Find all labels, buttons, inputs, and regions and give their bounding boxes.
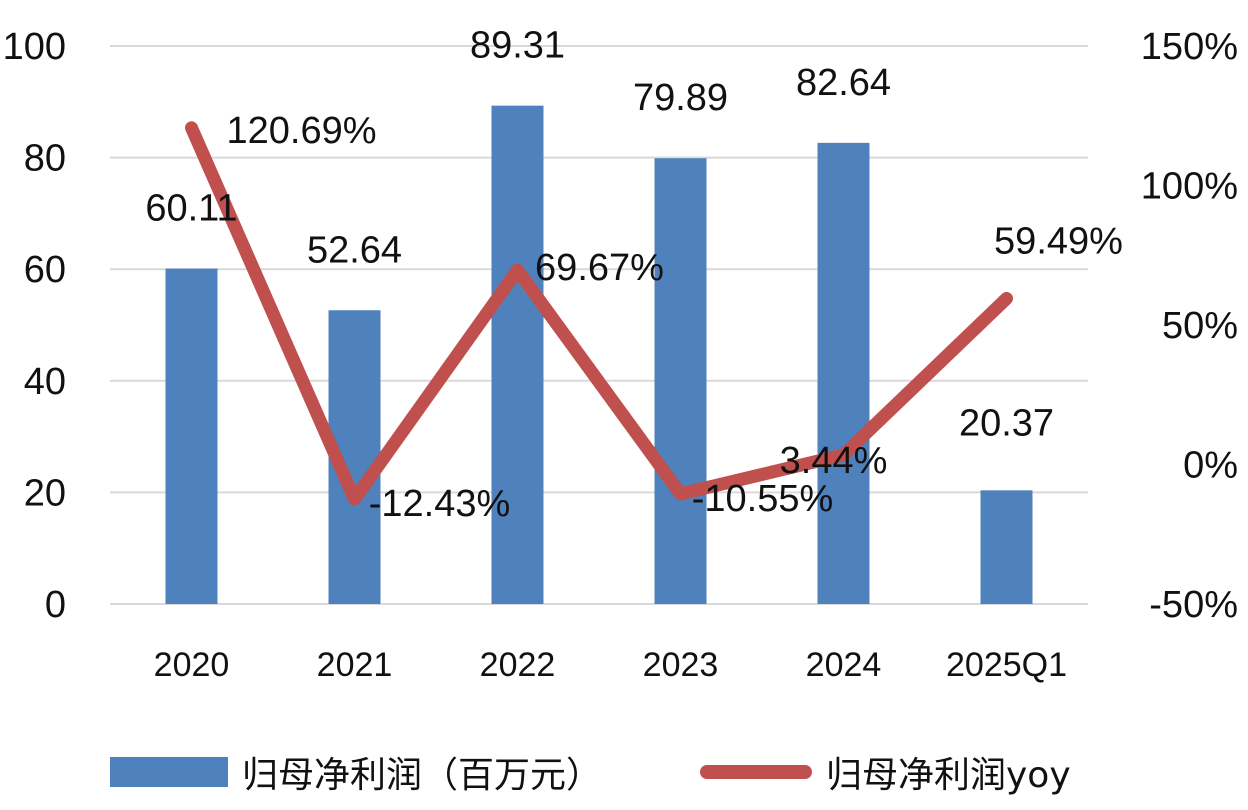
x-axis-tick-label: 2020 (154, 646, 230, 684)
line-point (353, 498, 356, 501)
bar-data-label: 89.31 (470, 25, 565, 67)
right-axis-tick-label: 100% (1141, 166, 1238, 208)
left-axis-ticks: 0 20 40 60 80 100 (3, 26, 66, 626)
left-axis-tick-label: 0 (45, 584, 66, 626)
left-axis-tick-label: 60 (24, 249, 66, 291)
legend-item-bar: 归母净利润（百万元） (110, 740, 602, 804)
line-data-label: -12.43% (369, 483, 511, 525)
right-axis-tick-label: 150% (1141, 26, 1238, 68)
left-axis-tick-label: 80 (24, 138, 66, 180)
legend-label-bar: 归母净利润（百万元） (242, 755, 603, 796)
line-data-label: 59.49% (994, 221, 1123, 263)
line-data-label: 3.44% (780, 440, 888, 482)
line-point (516, 269, 519, 272)
bar-data-label: 79.89 (633, 77, 728, 119)
right-axis-tick-label: -50% (1149, 584, 1238, 626)
bar (491, 105, 544, 604)
legend-label-line: 归母净利润yoy (826, 755, 1071, 796)
bar-series (165, 105, 1033, 604)
right-axis-ticks: -50% 0% 50% 100% 150% (1141, 26, 1238, 626)
left-axis-tick-label: 40 (24, 361, 66, 403)
line-data-label: 69.67% (535, 247, 664, 289)
bar-data-label: 60.11 (145, 188, 237, 230)
yoy-line (185, 121, 1013, 506)
bar (817, 142, 870, 604)
combo-chart: 0 20 40 60 80 100 -50% 0% 50% 100% 150% 60.11 52.6… (3, 25, 1238, 684)
line-point (842, 453, 845, 456)
right-axis-tick-label: 50% (1162, 305, 1238, 347)
bar (654, 158, 707, 604)
line-data-label: -10.55% (692, 478, 834, 520)
line-series (185, 121, 1013, 506)
legend-item-line: 归母净利润yoy (700, 740, 1071, 804)
x-axis-tick-label: 2024 (806, 646, 882, 684)
line-point (1005, 297, 1008, 300)
x-axis-tick-label: 2022 (480, 646, 556, 684)
x-axis-tick-label: 2025Q1 (946, 646, 1067, 684)
left-axis-tick-label: 20 (24, 472, 66, 514)
right-axis-tick-label: 0% (1183, 445, 1238, 487)
bar-data-labels: 60.11 52.64 89.31 79.89 82.64 20.37 (145, 25, 1054, 445)
bar-data-label: 82.64 (796, 62, 891, 104)
line-point (190, 126, 193, 129)
legend-line-swatch (700, 765, 812, 779)
x-axis-ticks: 2020 2021 2022 2023 2024 2025Q1 (154, 646, 1067, 684)
line-point (679, 492, 682, 495)
bar-data-label: 52.64 (307, 229, 402, 271)
bar (165, 268, 218, 604)
bar (980, 490, 1033, 604)
x-axis-tick-label: 2021 (317, 646, 393, 684)
line-data-labels: 120.69% -12.43% 69.67% -10.55%3.44% 59.49% (226, 110, 1122, 525)
legend-bar-swatch (110, 757, 228, 787)
line-data-label: 120.69% (226, 110, 376, 152)
x-axis-tick-label: 2023 (643, 646, 719, 684)
bar-data-label: 20.37 (959, 402, 1054, 444)
legend: 归母净利润（百万元） 归母净利润yoy (0, 740, 1248, 804)
left-axis-tick-label: 100 (3, 26, 66, 68)
